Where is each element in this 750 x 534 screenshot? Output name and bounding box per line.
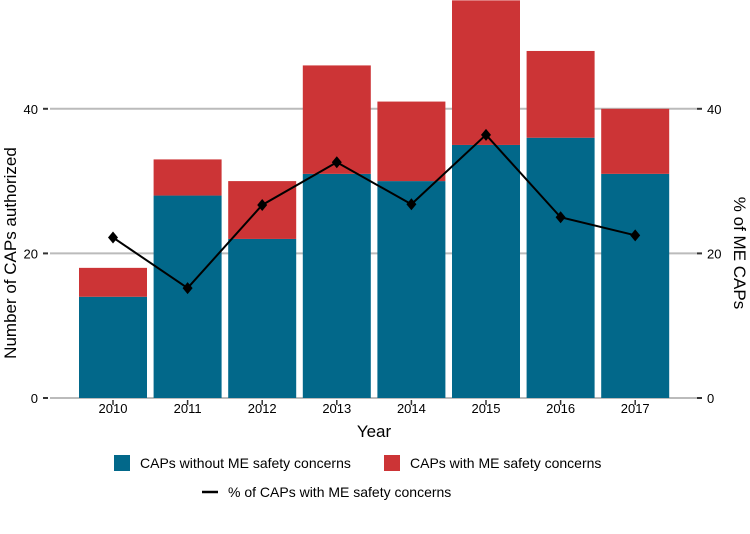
bar-without-2014 — [377, 181, 446, 398]
x-tick-label: 2016 — [546, 401, 575, 416]
pct-point-2012 — [257, 198, 268, 211]
y-tick-label: 40 — [24, 102, 38, 117]
bar-with-2011 — [153, 159, 222, 196]
x-axis-label: Year — [357, 422, 392, 441]
bar-with-2014 — [377, 101, 446, 182]
y2-tick-label: 40 — [707, 102, 721, 117]
y2-axis-label: % of ME CAPs — [730, 197, 749, 309]
y-tick-label: 20 — [24, 246, 38, 261]
bar-without-2012 — [228, 238, 297, 398]
pct-point-2013 — [331, 156, 342, 169]
bar-without-2010 — [79, 296, 147, 398]
bar-without-2013 — [302, 173, 371, 398]
pct-point-2011 — [182, 282, 193, 295]
legend-label-line: % of CAPs with ME safety concerns — [228, 484, 451, 500]
y2-tick-label: 20 — [707, 246, 721, 261]
bar-with-2015 — [452, 0, 520, 145]
legend-swatch-without — [114, 455, 130, 471]
bar-with-2010 — [79, 267, 147, 297]
bar-without-2011 — [153, 195, 222, 398]
y-axis-label: Number of CAPs authorized — [1, 147, 20, 359]
bar-without-2017 — [601, 173, 670, 398]
bar-with-2013 — [302, 65, 371, 174]
pct-point-2014 — [406, 198, 417, 211]
bar-with-2017 — [601, 108, 670, 174]
x-tick-label: 2017 — [621, 401, 650, 416]
bar-without-2015 — [452, 144, 520, 398]
x-tick-label: 2012 — [248, 401, 277, 416]
legend-swatch-with — [384, 455, 400, 471]
legend-label-without: CAPs without ME safety concerns — [140, 455, 351, 471]
x-tick-label: 2011 — [174, 401, 202, 416]
pct-line — [112, 133, 636, 290]
y2-tick-label: 0 — [707, 391, 714, 406]
legend-label-with: CAPs with ME safety concerns — [410, 455, 601, 471]
pct-point-2016 — [555, 211, 566, 224]
pct-point-2010 — [108, 231, 118, 244]
x-tick-label: 2014 — [397, 401, 426, 416]
x-tick-label: 2015 — [472, 401, 501, 416]
pct-point-2017 — [630, 229, 641, 242]
y-tick-label: 0 — [31, 391, 38, 406]
pct-point-2015 — [481, 128, 491, 141]
legend: CAPs without ME safety concerns CAPs wit… — [114, 455, 601, 500]
x-tick-label: 2013 — [322, 401, 351, 416]
bar-with-2016 — [526, 50, 595, 138]
x-tick-label: 2010 — [99, 401, 128, 416]
bar-without-2016 — [526, 137, 595, 398]
